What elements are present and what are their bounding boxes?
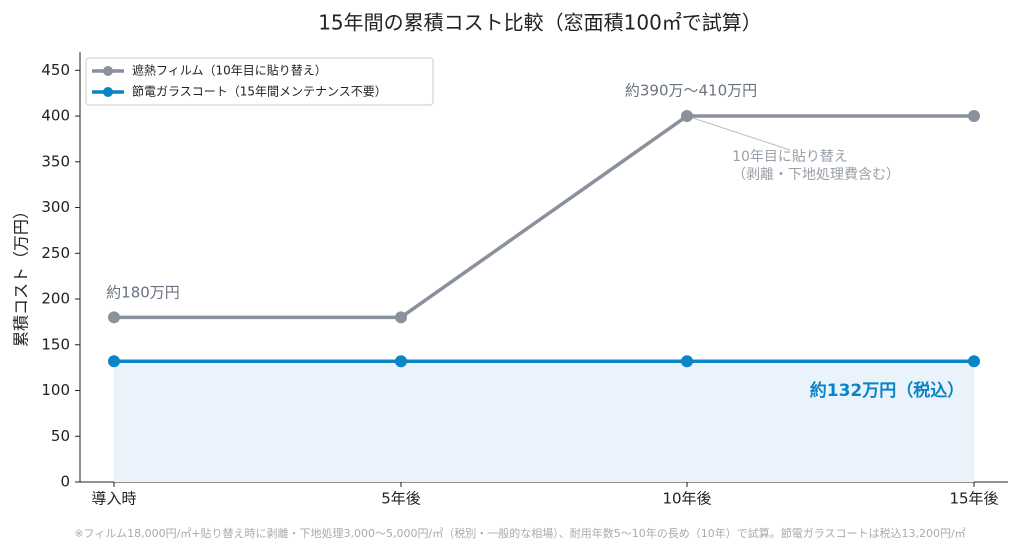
- legend-label: 節電ガラスコート（15年間メンテナンス不要）: [132, 84, 387, 99]
- y-tick-label: 300: [41, 198, 70, 216]
- y-tick-label: 50: [51, 427, 70, 445]
- y-tick-label: 200: [41, 290, 70, 308]
- y-tick-label: 350: [41, 152, 70, 170]
- annotation: 約132万円（税込）: [810, 380, 965, 401]
- legend-box: [85, 57, 434, 106]
- y-tick-label: 450: [41, 61, 70, 79]
- point: [108, 355, 120, 368]
- point: [108, 311, 120, 324]
- x-tick-label: 導入時: [91, 490, 136, 508]
- point: [681, 110, 693, 123]
- annotation: 約390万～410万円: [625, 82, 757, 100]
- annotation-connector: [686, 115, 791, 151]
- chart-title: 15年間の累積コスト比較（窓面積100㎡で試算）: [318, 11, 762, 35]
- legend-marker: [103, 87, 113, 97]
- x-tick-label: 15年後: [949, 490, 998, 508]
- y-tick-label: 400: [41, 107, 70, 125]
- point: [968, 355, 980, 368]
- y-tick-label: 250: [41, 244, 70, 262]
- x-tick-label: 5年後: [381, 490, 421, 508]
- legend-label: 遮熱フィルム（10年目に貼り替え）: [132, 63, 327, 78]
- y-tick-label: 0: [60, 473, 70, 491]
- footnote: ※フィルム18,000円/㎡+貼り替え時に剥離・下地処理3,000～5,000円…: [74, 526, 965, 540]
- legend-marker: [103, 66, 113, 76]
- area: [114, 361, 974, 482]
- y-axis-label: 累積コスト（万円）: [12, 203, 31, 347]
- annotation: （剥離・下地処理費含む）: [732, 166, 900, 183]
- annotation: 10年目に貼り替え: [732, 149, 848, 165]
- y-tick-label: 100: [41, 381, 70, 399]
- point: [395, 355, 407, 368]
- point: [968, 110, 980, 123]
- y-tick-label: 150: [41, 335, 70, 353]
- series-line: [114, 114, 974, 320]
- annotation: 約180万円: [106, 284, 180, 302]
- x-tick-label: 10年後: [662, 490, 711, 508]
- point: [395, 311, 407, 324]
- point: [681, 355, 693, 368]
